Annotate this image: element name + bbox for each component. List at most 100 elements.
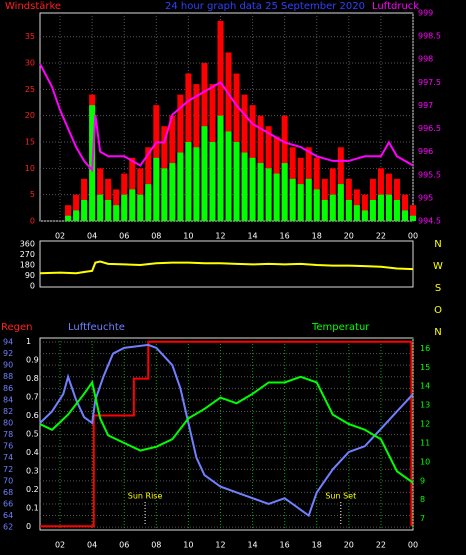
bar: [105, 199, 112, 221]
bar: [305, 178, 312, 221]
y2-tick-label: 995.5: [418, 170, 441, 179]
y2-tick-label: 999: [418, 9, 433, 18]
y2-tick-label: 998: [418, 55, 433, 64]
y-tick-label: 68: [3, 488, 13, 497]
bar: [81, 199, 88, 221]
bar: [121, 194, 128, 221]
y-tick-label: 62: [3, 523, 13, 532]
y3-tick-label: 0.9: [26, 356, 39, 365]
bar: [385, 194, 392, 221]
annotation: Sun Set: [325, 492, 356, 501]
y-tick-label: 20: [25, 111, 35, 120]
y2-tick-label: 14: [420, 382, 430, 391]
bar: [281, 163, 288, 221]
y2-tick-label: 994.5: [418, 217, 441, 226]
plot-frame: [39, 337, 414, 531]
y2-tick-label: 9: [420, 476, 425, 485]
x-tick-label: 20: [344, 541, 354, 550]
y2-tick-label: 997: [418, 101, 433, 110]
bar: [273, 173, 280, 221]
bar: [113, 205, 120, 221]
bar: [345, 199, 352, 221]
y-tick-label: 30: [25, 59, 35, 68]
y3-tick-label: 1: [26, 337, 31, 346]
y-tick-label: 72: [3, 465, 13, 474]
x-tick-label: 18: [312, 541, 322, 550]
bar: [329, 194, 336, 221]
x-tick-label: 22: [376, 232, 386, 241]
bar: [289, 178, 296, 221]
y-tick-label: 76: [3, 442, 13, 451]
y-tick-label: 78: [3, 430, 13, 439]
annotation: Sun Rise: [128, 492, 163, 501]
bar: [225, 131, 232, 221]
bar: [209, 142, 216, 221]
y-tick-label: 86: [3, 384, 13, 393]
line: [39, 343, 414, 518]
y3-tick-label: 0.4: [26, 448, 39, 457]
y2-tick-label: 12: [420, 420, 430, 429]
bar: [353, 205, 360, 221]
bar: [393, 199, 400, 221]
x-tick-label: 18: [312, 232, 322, 241]
line: [40, 340, 413, 528]
y2-tick-label: 8: [420, 495, 425, 504]
title: 24 hour graph data 25 September 2020: [165, 1, 365, 12]
direction-label: O: [434, 305, 442, 316]
y-tick-label: 10: [25, 164, 35, 173]
y3-tick-label: 0.6: [26, 411, 39, 420]
y-tick-label: 82: [3, 407, 13, 416]
bar: [265, 168, 272, 221]
line: [39, 375, 414, 484]
bar: [257, 163, 264, 221]
y-tick-label: 15: [25, 138, 35, 147]
y-tick-label: 5: [30, 190, 35, 199]
plot-frame: [39, 240, 414, 288]
y-tick-label: 88: [3, 372, 13, 381]
y2-tick-label: 11: [420, 438, 430, 447]
bar: [313, 189, 320, 221]
y-label: Windstärke: [5, 1, 61, 12]
y3-tick-label: 0.3: [26, 466, 39, 475]
y2-tick-label: 996.5: [418, 124, 441, 133]
y-tick-label: 270: [20, 250, 35, 259]
x-tick-label: 04: [87, 232, 97, 241]
line: [39, 260, 414, 275]
y2-tick-label: 15: [420, 363, 430, 372]
line: [39, 63, 414, 173]
bar: [169, 163, 176, 221]
bar: [65, 205, 72, 221]
y-tick-label: 64: [3, 511, 13, 520]
bar: [233, 142, 240, 221]
bar: [185, 142, 192, 221]
bar: [361, 210, 368, 221]
x-tick-label: 14: [247, 232, 257, 241]
x-tick-label: 10: [183, 232, 193, 241]
bar: [65, 215, 72, 221]
bar: [129, 189, 136, 221]
y3-tick-label: 0.7: [26, 393, 39, 402]
bar: [410, 215, 416, 221]
bar: [137, 194, 144, 221]
y-tick-label: 0: [30, 282, 35, 291]
y3-tick-label: 0: [26, 522, 31, 531]
bar: [241, 152, 248, 221]
bar: [177, 152, 184, 221]
x-tick-label: 04: [87, 541, 97, 550]
bar: [369, 199, 376, 221]
bar: [97, 194, 104, 221]
x-tick-label: 16: [280, 541, 290, 550]
y-tick-label: 25: [25, 85, 35, 94]
bar: [321, 199, 328, 221]
y2-tick-label: 995: [418, 193, 433, 202]
x-tick-label: 02: [55, 232, 65, 241]
y-tick-label: 90: [25, 271, 35, 280]
y3-tick-label: 0.1: [26, 503, 39, 512]
x-tick-label: 10: [183, 541, 193, 550]
y-tick-label: 80: [3, 419, 13, 428]
x-tick-label: 20: [344, 232, 354, 241]
y2-tick-label: 7: [420, 514, 425, 523]
y2-tick-label: 10: [420, 457, 430, 466]
y2-tick-label: 998.5: [418, 32, 441, 41]
y3-tick-label: 0.2: [26, 485, 39, 494]
